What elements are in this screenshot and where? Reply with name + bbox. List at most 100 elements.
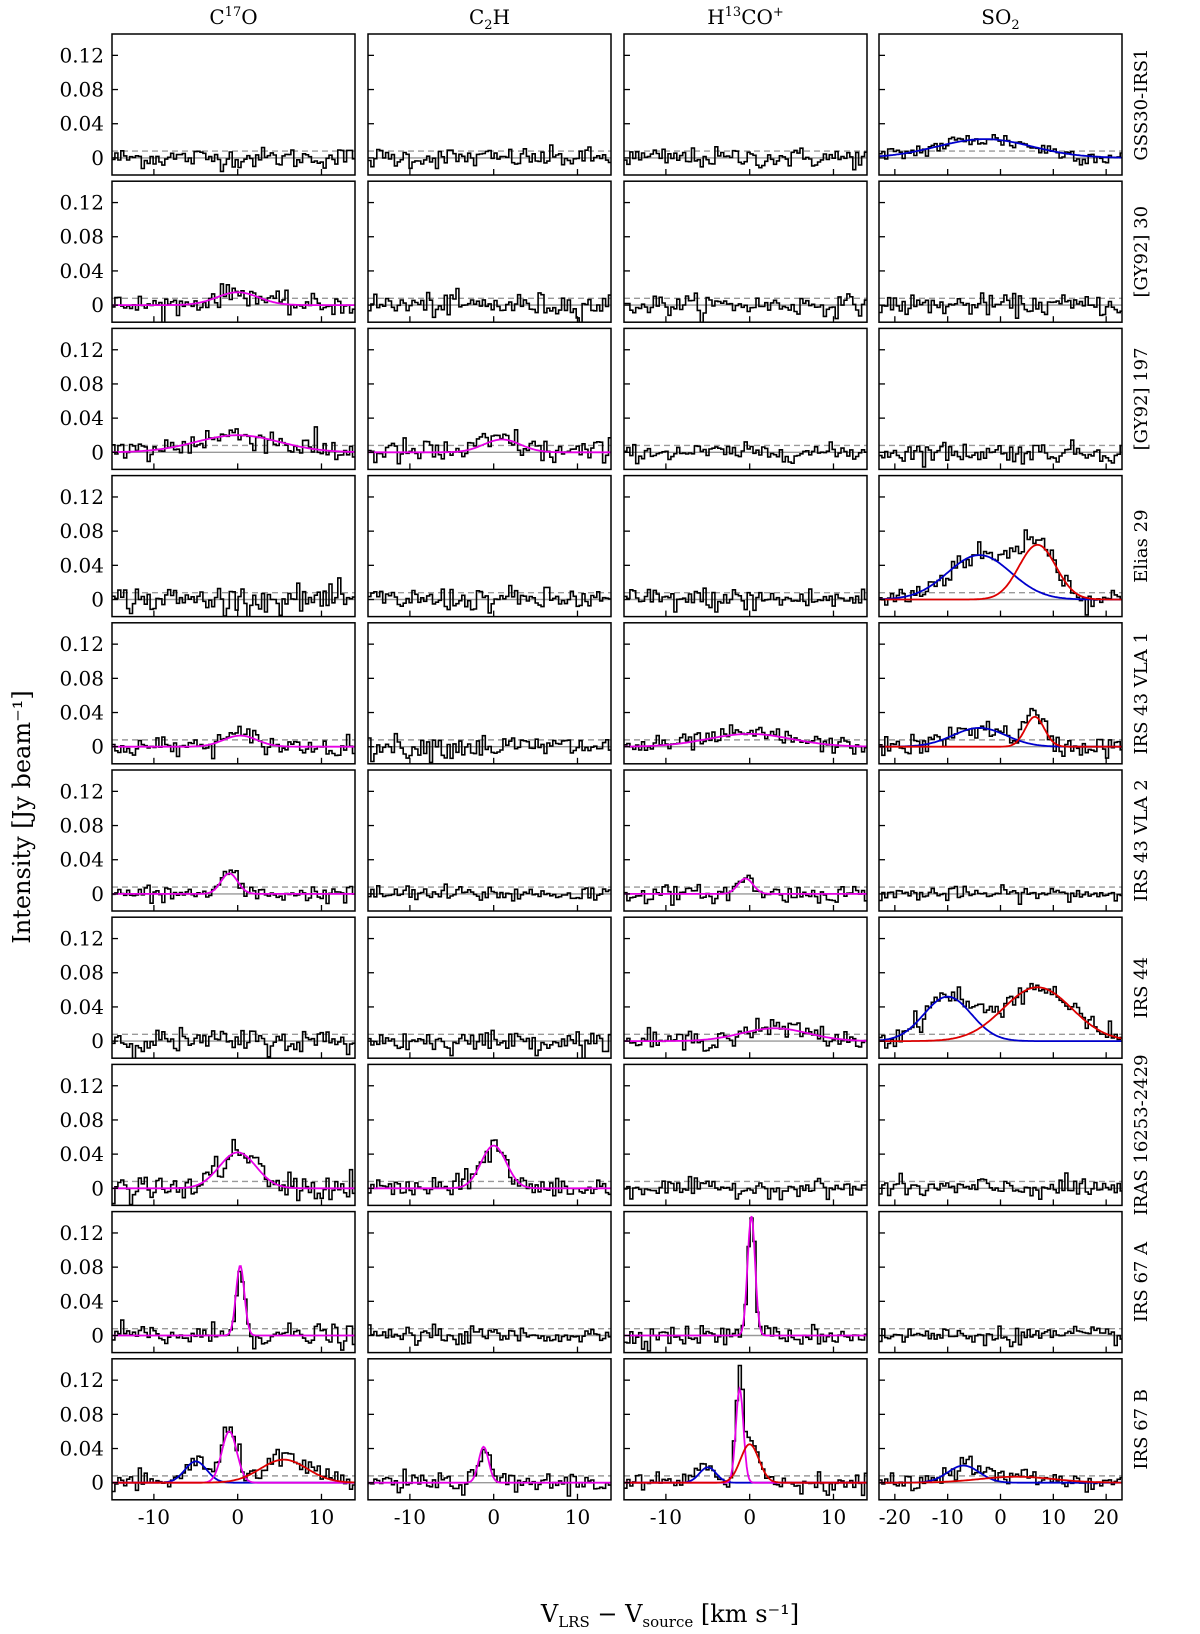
gaussian-fit-curve — [624, 1466, 867, 1484]
gaussian-fit-curve — [879, 715, 1122, 748]
x-tick-label: 0 — [743, 1505, 756, 1529]
x-tick-label: 10 — [1041, 1505, 1066, 1529]
panel-frame — [111, 622, 356, 765]
spectrum-histogram — [368, 1448, 611, 1497]
panel-frame — [623, 769, 868, 912]
panel-grid: 00.040.080.1200.040.080.1200.040.080.120… — [59, 33, 1123, 1529]
column-title: C2H — [469, 5, 510, 33]
y-tick-label: 0.12 — [59, 338, 104, 362]
column-title-rest: H — [493, 5, 510, 29]
x-tick-label: -10 — [138, 1505, 170, 1529]
gaussian-fit-curve — [624, 733, 867, 748]
gaussian-fit-curve — [112, 734, 355, 748]
column-title-rest: O — [241, 5, 257, 29]
gaussian-fit-curve — [879, 986, 1122, 1042]
spectrum-panel — [878, 916, 1123, 1059]
row-label-source: GSS30-IRS1 — [1131, 48, 1152, 160]
y-tick-label: 0.04 — [59, 406, 104, 430]
x-tick-label: -10 — [394, 1505, 426, 1529]
spectrum-histogram — [624, 292, 867, 323]
gaussian-fit-curve — [624, 1443, 867, 1484]
row-label-source: [GY92] 30 — [1131, 206, 1152, 298]
spectrum-histogram — [879, 1172, 1122, 1200]
spectrum-panel: -20 -10 0 10 20 — [878, 1358, 1123, 1529]
x-axis-label-sub1: LRS — [558, 1613, 590, 1631]
spectrum-histogram — [879, 439, 1122, 468]
column-title-script: 2 — [1011, 18, 1019, 33]
spectrum-panel — [367, 769, 612, 912]
spectrum-panel — [623, 327, 868, 471]
y-tick-label: 0.12 — [59, 43, 104, 67]
gaussian-fit-curve — [879, 138, 1122, 159]
panel-frame — [878, 622, 1123, 765]
x-tick-label: 10 — [309, 1505, 334, 1529]
x-tick-label: 10 — [565, 1505, 590, 1529]
spectrum-histogram — [879, 884, 1122, 905]
y-tick-label: 0.12 — [59, 927, 104, 951]
y-tick-label: 0.12 — [59, 1221, 104, 1245]
spectrum-histogram — [368, 429, 611, 465]
row-label-source: IRS 43 VLA 2 — [1131, 779, 1152, 901]
panel-frame — [878, 33, 1123, 176]
panel-frame — [367, 33, 612, 176]
gaussian-fit-curve — [879, 1464, 1122, 1484]
column-title: H13CO+ — [707, 5, 784, 29]
y-tick-label: 0.04 — [59, 995, 104, 1019]
y-tick-label: 0 — [91, 1176, 104, 1200]
column-title-sup: + — [773, 5, 784, 20]
panel-frame — [111, 916, 356, 1059]
y-tick-label: 0.12 — [59, 191, 104, 215]
spectrum-histogram — [624, 441, 867, 465]
column-title-script: 2 — [484, 18, 492, 33]
panel-frame — [367, 327, 612, 471]
spectrum-panel: 0 0.04 0.08 0.12 — [59, 622, 356, 765]
y-tick-label: 0 — [91, 882, 104, 906]
spectrum-panel: 0 0.04 0.08 0.12 — [59, 33, 356, 176]
spectrum-histogram — [368, 732, 611, 764]
panel-frame — [111, 1063, 356, 1207]
y-tick-label: 0.12 — [59, 632, 104, 656]
panel-frame — [623, 180, 868, 323]
panel-frame — [367, 474, 612, 618]
spectrum-panel — [623, 180, 868, 323]
spectrum-histogram — [112, 1426, 355, 1493]
panel-frame — [623, 916, 868, 1059]
spectrum-panel — [623, 33, 868, 176]
y-tick-label: 0.12 — [59, 1074, 104, 1098]
column-title: C17O — [209, 5, 257, 29]
spectrum-panel — [878, 769, 1123, 912]
y-tick-label: 0.08 — [59, 1108, 104, 1132]
x-tick-label: 10 — [821, 1505, 846, 1529]
spectrum-histogram — [879, 1455, 1122, 1493]
panel-frame — [111, 180, 356, 323]
column-title-base: C — [469, 5, 484, 29]
spectrum-histogram — [368, 584, 611, 614]
panel-frame — [878, 1358, 1123, 1501]
spectrum-panel — [367, 916, 612, 1059]
spectrum-histogram — [368, 883, 611, 902]
spectrum-histogram — [624, 587, 867, 613]
spectrum-panel — [623, 474, 868, 618]
spectrum-histogram — [112, 426, 355, 463]
spectrum-histogram — [112, 1138, 355, 1206]
column-title-base: H — [707, 5, 724, 29]
y-tick-label: 0 — [91, 146, 104, 170]
spectrum-panel: 0 0.04 0.08 0.12 — [59, 1063, 356, 1207]
spectrum-histogram — [624, 1364, 867, 1497]
spectrum-panel — [367, 1210, 612, 1354]
y-tick-label: 0 — [91, 293, 104, 317]
gaussian-fit-curve — [879, 995, 1122, 1042]
panel-frame — [367, 622, 612, 765]
column-title-script: 13 — [725, 5, 742, 20]
y-tick-label: 0.04 — [59, 259, 104, 283]
gaussian-fit-curve — [368, 438, 611, 454]
x-axis-label: VLRS − Vsource [km s⁻¹] — [540, 1600, 799, 1631]
x-tick-label: 0 — [487, 1505, 500, 1529]
gaussian-fit-curve — [368, 1144, 611, 1190]
spectrum-panel: -10 0 10 — [367, 1358, 612, 1529]
gaussian-fit-curve — [879, 1475, 1122, 1484]
panel-frame — [111, 769, 356, 912]
y-tick-label: 0 — [91, 1324, 104, 1348]
y-tick-label: 0.04 — [59, 112, 104, 136]
panel-frame — [623, 622, 868, 765]
